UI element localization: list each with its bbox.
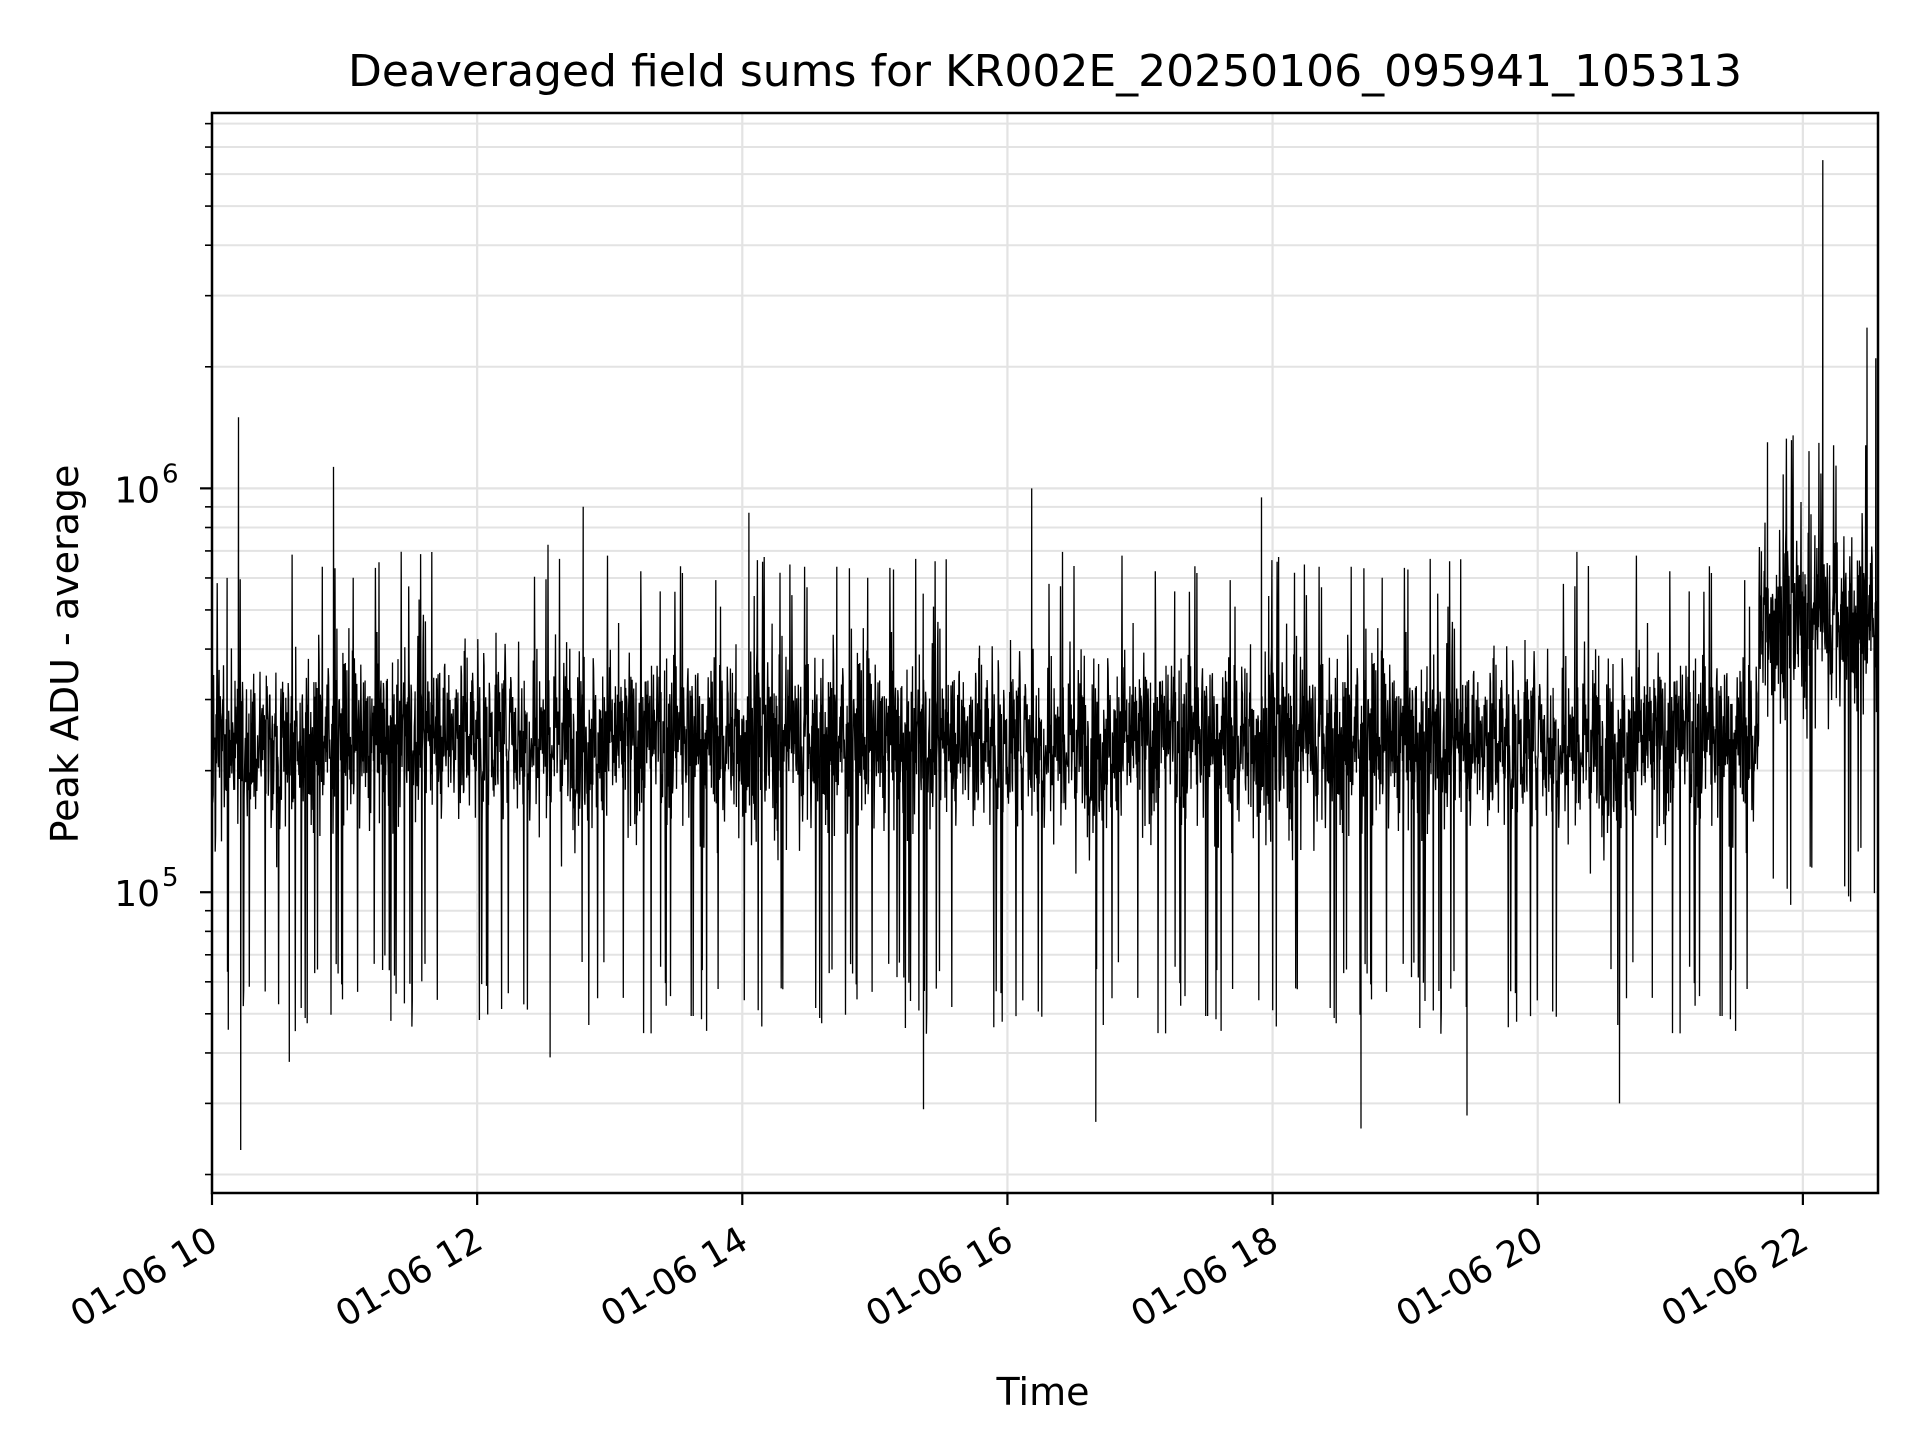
y-tick-base: 10 [114,470,160,511]
y-tick-base: 10 [114,874,160,915]
x-axis-label: Time [996,1370,1090,1414]
plot-frame [210,111,1880,1195]
y-tick-label: 10 5 [114,863,178,915]
y-tick-exponent: 5 [162,863,179,893]
y-axis-label: Peak ADU - average [43,465,87,844]
y-tick-label: 10 6 [114,459,178,511]
series-layer [212,160,1878,1151]
series-line [212,160,1878,1151]
y-tick-exponent: 6 [162,459,179,489]
chart-title: Deaveraged field sums for KR002E_2025010… [348,46,1742,97]
